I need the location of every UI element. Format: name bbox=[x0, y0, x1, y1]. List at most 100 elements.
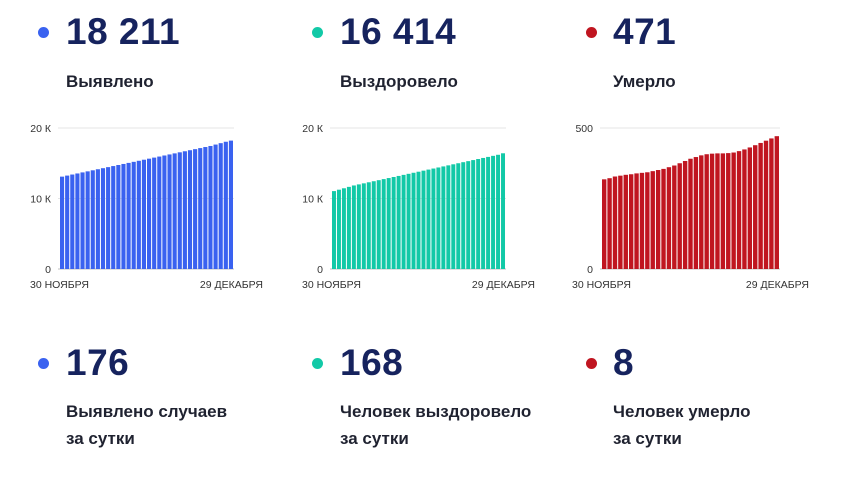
cases-bar bbox=[213, 144, 218, 269]
daily-deaths-value: 8 bbox=[613, 342, 635, 383]
recovered-bar bbox=[381, 179, 386, 269]
deaths-bar bbox=[634, 173, 639, 269]
deaths-bar bbox=[709, 153, 715, 269]
deaths-bar bbox=[618, 175, 623, 269]
recovered-xlabel-start: 30 НОЯБРЯ bbox=[302, 279, 361, 291]
recovered-bar bbox=[466, 161, 471, 269]
daily-recovered-value: 168 bbox=[340, 342, 404, 383]
daily-deaths-label-line1: Человек умерло bbox=[613, 402, 751, 421]
deaths-bar bbox=[672, 165, 677, 269]
deaths-bar bbox=[726, 153, 731, 269]
recovered-bar bbox=[496, 154, 501, 269]
cases-bar bbox=[131, 161, 136, 269]
cases-bar bbox=[90, 170, 95, 269]
deaths-bar bbox=[774, 136, 779, 269]
cases-bar bbox=[136, 160, 141, 269]
deaths-dot-icon bbox=[586, 27, 597, 38]
deaths-bar bbox=[661, 168, 666, 269]
deaths-bar bbox=[666, 167, 672, 269]
cases-bar bbox=[177, 152, 182, 269]
recovered-ytick-label: 0 bbox=[317, 264, 323, 276]
deaths-bar bbox=[704, 154, 709, 269]
cases-bar bbox=[70, 174, 75, 269]
recovered-bar bbox=[401, 174, 406, 269]
recovered-total: 16 414 bbox=[340, 11, 457, 52]
deaths-chart: 0 500 30 НОЯБРЯ 29 ДЕКАБРЯ bbox=[572, 123, 809, 291]
recovered-bar bbox=[336, 189, 341, 269]
recovered-bar bbox=[416, 171, 421, 269]
recovered-bar bbox=[436, 167, 441, 269]
recovered-bar bbox=[411, 172, 416, 269]
cases-bar bbox=[60, 176, 65, 269]
cases-bar bbox=[75, 173, 80, 269]
recovered-bar bbox=[476, 159, 481, 269]
daily-cases-label-line2: за сутки bbox=[66, 429, 135, 448]
recovered-xlabel-end: 29 ДЕКАБРЯ bbox=[472, 279, 535, 291]
deaths-total: 471 bbox=[613, 11, 677, 52]
cases-bar bbox=[100, 168, 106, 269]
recovered-bar bbox=[406, 173, 411, 269]
cases-bar bbox=[182, 151, 187, 269]
cases-bar bbox=[193, 149, 198, 269]
recovered-bar bbox=[391, 177, 396, 269]
daily-recovered-dot-icon bbox=[312, 358, 323, 369]
deaths-bar bbox=[639, 172, 645, 269]
cases-bar bbox=[187, 150, 193, 269]
cases-total: 18 211 bbox=[66, 11, 181, 52]
cases-bar bbox=[157, 156, 162, 269]
daily-cases-value: 176 bbox=[66, 342, 130, 383]
deaths-bar bbox=[602, 179, 607, 269]
recovered-bar bbox=[356, 184, 361, 269]
deaths-bar bbox=[699, 155, 704, 269]
cases-ytick-label: 0 bbox=[45, 264, 51, 276]
recovered-bar bbox=[396, 175, 401, 269]
cases-xlabel-end: 29 ДЕКАБРЯ bbox=[200, 279, 263, 291]
deaths-bar bbox=[769, 138, 774, 269]
recovered-bar bbox=[446, 165, 451, 269]
cases-bar bbox=[80, 172, 85, 269]
cases-chart: 0 10 К 20 К 30 НОЯБРЯ 29 ДЕКАБРЯ bbox=[30, 123, 263, 291]
deaths-bar bbox=[720, 153, 726, 269]
deaths-bar bbox=[688, 158, 693, 269]
recovered-bar bbox=[426, 169, 431, 269]
deaths-bar bbox=[650, 171, 655, 269]
recovered-bar bbox=[361, 183, 366, 269]
deaths-bar bbox=[677, 163, 682, 269]
recovered-bar bbox=[451, 164, 456, 269]
deaths-bar bbox=[715, 153, 720, 269]
recovered-bar bbox=[501, 153, 505, 269]
cases-bar bbox=[106, 167, 111, 269]
deaths-bar bbox=[758, 142, 763, 269]
recovered-bar bbox=[491, 155, 496, 269]
deaths-bar bbox=[623, 174, 628, 269]
deaths-bar bbox=[645, 172, 650, 269]
recovered-bar bbox=[366, 182, 371, 269]
recovered-chart: 0 10 К 20 К 30 НОЯБРЯ 29 ДЕКАБРЯ bbox=[302, 123, 535, 291]
cases-bar bbox=[223, 141, 228, 269]
cases-bar bbox=[111, 166, 116, 269]
recovered-bar bbox=[332, 191, 336, 269]
cases-ytick-label: 10 К bbox=[30, 194, 52, 206]
cases-bar bbox=[85, 171, 90, 269]
recovered-label: Выздоровело bbox=[340, 72, 458, 91]
cases-bar bbox=[121, 163, 126, 269]
cases-bar bbox=[162, 155, 167, 269]
deaths-ytick-label: 0 bbox=[587, 264, 593, 276]
deaths-bar bbox=[607, 178, 612, 269]
deaths-bar bbox=[655, 170, 661, 269]
daily-cases-dot-icon bbox=[38, 358, 49, 369]
cases-xlabel-start: 30 НОЯБРЯ bbox=[30, 279, 89, 291]
deaths-bar bbox=[742, 149, 747, 269]
deaths-ytick-label: 500 bbox=[575, 123, 593, 135]
deaths-bar bbox=[763, 140, 769, 269]
daily-recovered-label-line1: Человек выздоровело bbox=[340, 402, 532, 421]
recovered-bar bbox=[421, 170, 426, 269]
daily-deaths-dot-icon bbox=[586, 358, 597, 369]
recovered-bar bbox=[481, 157, 486, 269]
cases-bar bbox=[228, 140, 233, 269]
recovered-bar bbox=[371, 181, 376, 269]
deaths-xlabel-end: 29 ДЕКАБРЯ bbox=[746, 279, 809, 291]
cases-bar bbox=[172, 153, 177, 269]
cases-ytick-label: 20 К bbox=[30, 123, 52, 135]
recovered-bar bbox=[341, 188, 346, 269]
